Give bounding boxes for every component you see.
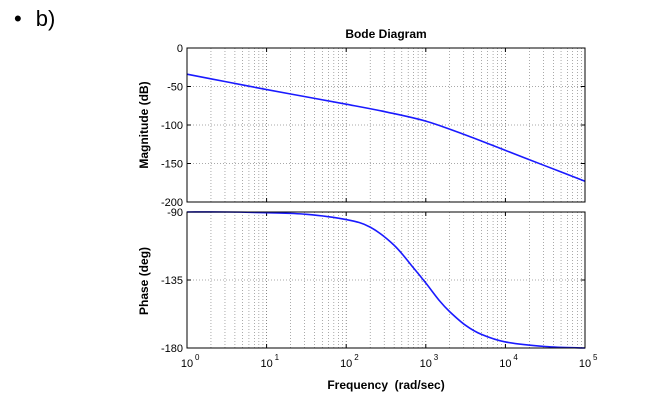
x-axis-label: Frequency (rad/sec)	[327, 378, 444, 392]
magnitude-panel: 0 -50 -100 -150 -200 Magnitude (dB)	[137, 43, 586, 209]
y-tick-label: -200	[161, 197, 183, 209]
y-tick-label: -135	[161, 275, 183, 287]
x-tick-exponent: 5	[593, 353, 598, 362]
phase-axes-frame	[186, 211, 586, 349]
phase-series-line	[186, 211, 586, 349]
y-tick-label: -100	[161, 120, 183, 132]
phase-panel: -90 -135 -180 Phase (deg)	[137, 207, 586, 355]
x-tick-exponent: 2	[354, 353, 359, 362]
magnitude-y-ticks: 0 -50 -100 -150 -200	[161, 43, 586, 209]
phase-grid	[187, 212, 585, 348]
x-tick-label: 10	[340, 358, 352, 370]
x-tick-label: 10	[181, 358, 193, 370]
x-tick-exponent: 4	[513, 353, 518, 362]
y-tick-label: -150	[161, 159, 183, 171]
magnitude-series-line	[186, 73, 586, 182]
y-tick-label: -50	[167, 82, 183, 94]
x-tick-label: 10	[420, 358, 432, 370]
y-tick-label: -180	[161, 343, 183, 355]
bullet-dot: •	[14, 6, 22, 31]
chart-title: Bode Diagram	[345, 27, 426, 41]
magnitude-y-axis-label: Magnitude (dB)	[137, 81, 151, 168]
x-tick-label: 10	[499, 358, 511, 370]
x-tick-exponent: 1	[275, 353, 280, 362]
x-tick-exponent: 3	[434, 353, 439, 362]
x-tick-exponent: 0	[195, 353, 200, 362]
bullet-item: • b)	[14, 6, 55, 32]
y-tick-label: -90	[167, 207, 183, 219]
x-tick-label: 10	[260, 358, 272, 370]
magnitude-grid	[187, 48, 585, 202]
x-tick-label: 10	[579, 358, 591, 370]
y-tick-label: 0	[177, 43, 183, 55]
magnitude-axes-frame	[186, 47, 586, 203]
phase-y-axis-label: Phase (deg)	[137, 247, 151, 315]
bullet-label: b)	[35, 6, 56, 31]
